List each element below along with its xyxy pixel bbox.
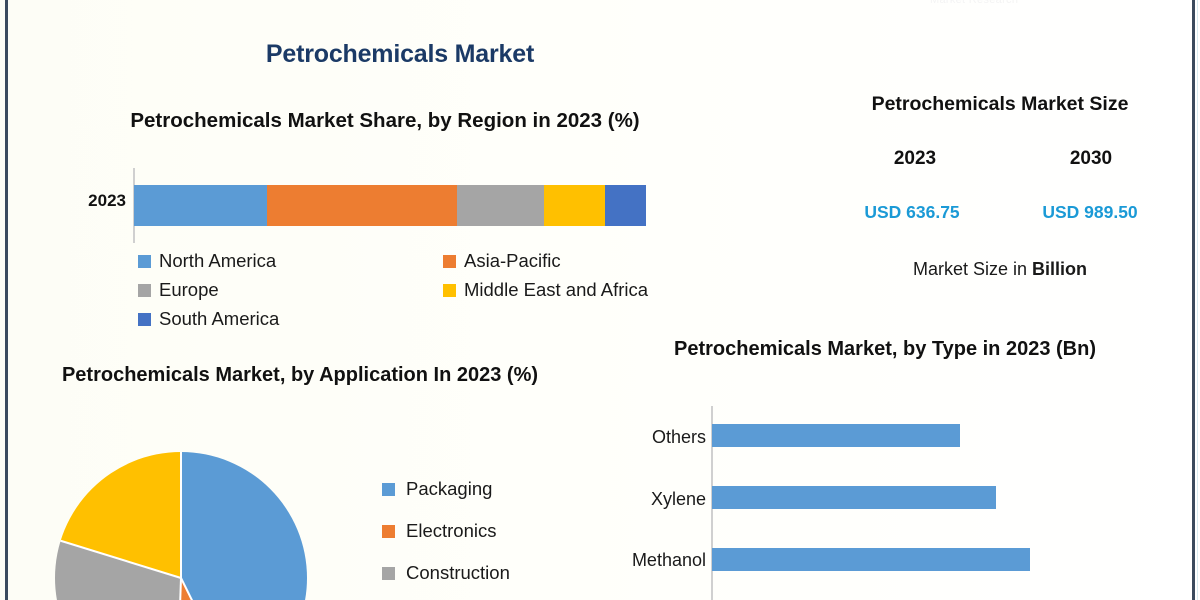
type-chart-label-others: Others xyxy=(651,427,706,447)
application-legend-item-label: Packaging xyxy=(406,478,493,499)
legend-item-europe[interactable]: Europe xyxy=(138,279,443,301)
legend-item-label: Asia-Pacific xyxy=(464,250,561,271)
legend-row: Europe Middle East and Africa xyxy=(138,279,698,301)
type-chart-bar-xylene xyxy=(712,486,996,509)
legend-swatch-icon xyxy=(138,312,151,326)
region-bar-segment-middle-east-and-africa xyxy=(543,185,606,226)
pie-slice-divider xyxy=(60,539,182,579)
page-title: Petrochemicals Market xyxy=(265,40,535,68)
clipped-top-text: Market Research xyxy=(930,0,1019,6)
pie-slice-divider xyxy=(175,577,182,600)
type-chart-label-xylene: Xylene xyxy=(650,489,706,509)
application-legend-item-electronics[interactable]: Electronics xyxy=(382,510,582,552)
frame-border-right xyxy=(1192,0,1195,600)
region-chart-title: Petrochemicals Market Share, by Region i… xyxy=(130,109,640,132)
region-bar-segment-europe xyxy=(456,185,544,226)
type-chart-bar-methanol xyxy=(712,548,1030,571)
legend-row: South America xyxy=(138,308,698,330)
application-chart-legend: Packaging Electronics Construction xyxy=(382,468,582,594)
application-pie-chart xyxy=(55,452,307,600)
region-chart-category-label: 2023 xyxy=(88,191,126,210)
legend-item-asia-pacific[interactable]: Asia-Pacific xyxy=(443,250,743,272)
application-chart-title: Petrochemicals Market, by Application In… xyxy=(61,364,539,386)
legend-item-middle-east-and-africa[interactable]: Middle East and Africa xyxy=(443,279,743,301)
legend-swatch-icon xyxy=(382,524,395,538)
region-chart-axis xyxy=(133,168,135,243)
market-size-title: Petrochemicals Market Size xyxy=(871,93,1129,115)
application-legend-item-construction[interactable]: Construction xyxy=(382,552,582,594)
region-chart-legend: North America Asia-Pacific Europe Middle Ea… xyxy=(138,250,698,337)
application-legend-item-label: Construction xyxy=(406,562,510,583)
legend-swatch-icon xyxy=(382,566,395,580)
frame-border-left xyxy=(5,0,8,600)
type-chart-title: Petrochemicals Market, by Type in 2023 (… xyxy=(673,338,1096,360)
legend-item-label: Middle East and Africa xyxy=(464,279,649,300)
legend-swatch-icon xyxy=(138,283,151,297)
market-size-value-from: USD 636.75 xyxy=(864,202,960,222)
market-size-year-to: 2030 xyxy=(1069,148,1113,169)
legend-item-label: South America xyxy=(159,308,280,329)
region-bar-segment-asia-pacific xyxy=(267,185,457,226)
legend-item-label: North America xyxy=(159,250,277,271)
legend-row: North America Asia-Pacific xyxy=(138,250,698,272)
legend-swatch-icon xyxy=(443,254,456,268)
region-bar-segment-north-america xyxy=(134,185,268,226)
legend-swatch-icon xyxy=(382,482,395,496)
type-chart-bar-others xyxy=(712,424,960,447)
pie-slice-divider xyxy=(180,452,182,578)
legend-item-label: Europe xyxy=(159,279,219,300)
market-size-footnote: Market Size in Billion xyxy=(820,259,1180,280)
type-chart-label-methanol: Methanol xyxy=(631,550,706,570)
region-bar-segment-south-america xyxy=(605,185,646,226)
application-legend-item-packaging[interactable]: Packaging xyxy=(382,468,582,510)
legend-swatch-icon xyxy=(443,283,456,297)
market-size-year-from: 2023 xyxy=(893,148,937,169)
pie-slice-divider xyxy=(180,577,238,600)
application-legend-item-label: Electronics xyxy=(406,520,497,541)
market-size-value-to: USD 989.50 xyxy=(1042,202,1138,222)
market-size-footnote-unit: Billion xyxy=(1032,259,1088,279)
legend-item-south-america[interactable]: South America xyxy=(138,308,443,330)
frame-hairline-right xyxy=(1197,0,1198,600)
type-chart-axis xyxy=(711,406,713,600)
region-stacked-bar xyxy=(134,185,646,226)
market-size-footnote-prefix: Market Size in xyxy=(912,259,1033,279)
legend-item-north-america[interactable]: North America xyxy=(138,250,443,272)
legend-swatch-icon xyxy=(138,254,151,268)
